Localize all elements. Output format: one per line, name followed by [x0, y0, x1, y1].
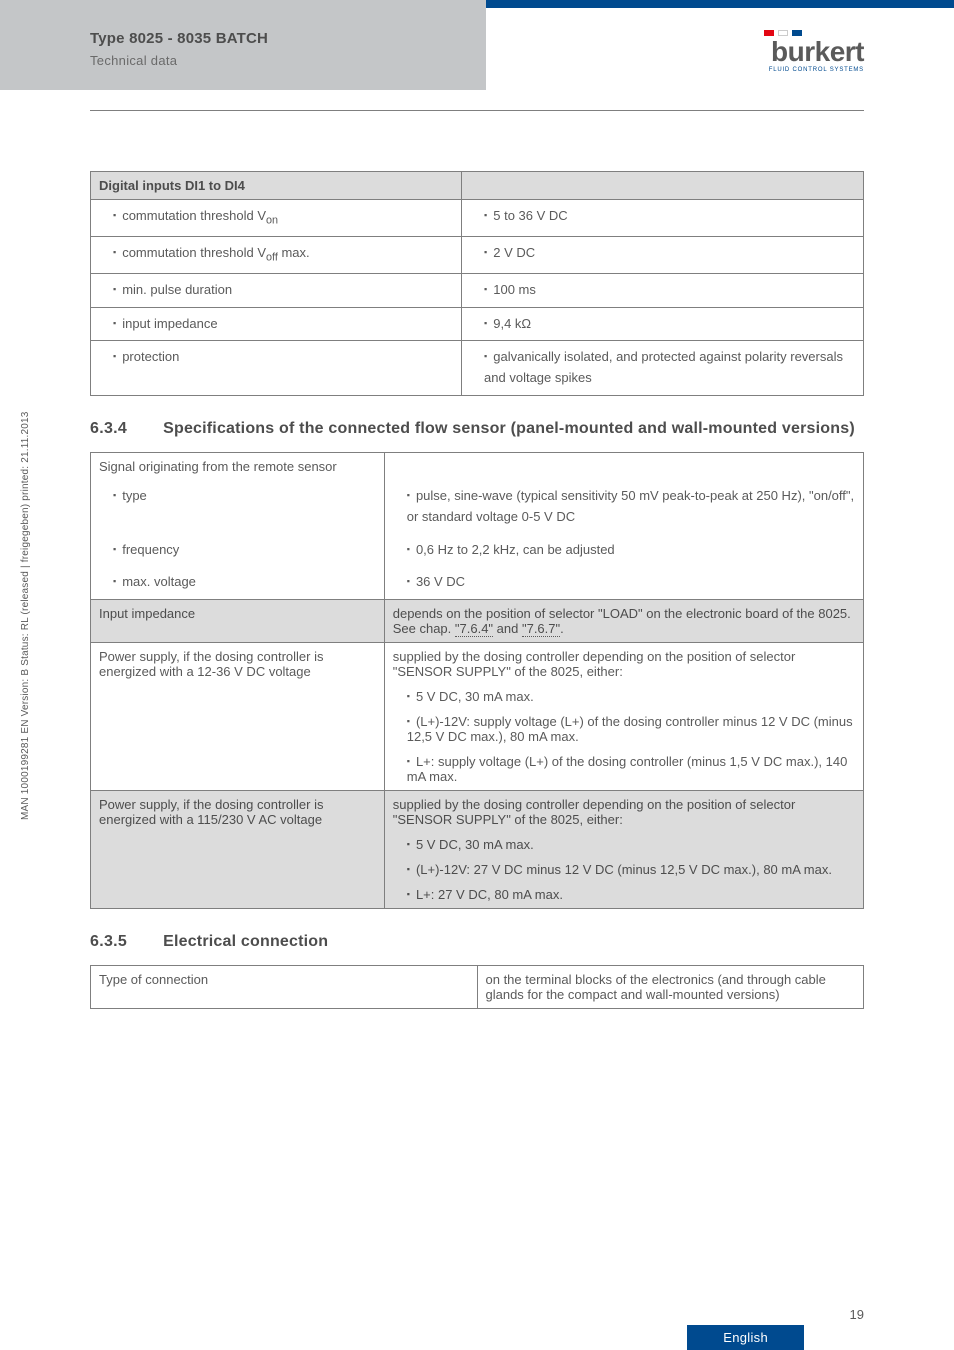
digital-inputs-table: Digital inputs DI1 to DI4 commutation th… — [90, 171, 864, 396]
t2-r1b-left: type — [113, 486, 376, 507]
t2-r4-right: supplied by the dosing controller depend… — [384, 791, 863, 909]
table-row: Power supply, if the dosing controller i… — [91, 643, 864, 791]
t2-r2-left: Input impedance — [91, 600, 385, 643]
header-row: Type 8025 - 8035 BATCH Technical data bu… — [0, 30, 954, 73]
t2-r4-b1: 5 V DC, 30 mA max. — [407, 837, 855, 852]
table-row: protection galvanically isolated, and pr… — [91, 341, 864, 396]
table-row: Signal originating from the remote senso… — [91, 453, 864, 481]
table-row: min. pulse duration 100 ms — [91, 273, 864, 307]
link-767[interactable]: "7.6.7" — [522, 621, 560, 637]
table1-header-blank — [462, 172, 864, 200]
table-row: Power supply, if the dosing controller i… — [91, 791, 864, 909]
t2-r3-b2: (L+)-12V: supply voltage (L+) of the dos… — [407, 714, 855, 744]
logo-sub: FLUID CONTROL SYSTEMS — [764, 67, 864, 73]
t2-r3-b3: L+: supply voltage (L+) of the dosing co… — [407, 754, 855, 784]
t2-r1-left: Signal originating from the remote senso… — [91, 453, 385, 481]
table-row: input impedance 9,4 kΩ — [91, 307, 864, 341]
page-number: 19 — [850, 1307, 864, 1322]
sidebar-meta-text: MAN 1000199281 EN Version: B Status: RL … — [20, 411, 31, 820]
t2-r3-right: supplied by the dosing controller depend… — [384, 643, 863, 791]
section-title: Electrical connection — [163, 933, 328, 951]
type-title: Type 8025 - 8035 BATCH — [90, 30, 268, 47]
t3-right: on the terminal blocks of the electronic… — [477, 966, 864, 1009]
table-row: commutation threshold Von 5 to 36 V DC — [91, 200, 864, 237]
t2-r1d-left: max. voltage — [113, 572, 376, 593]
table-row: Input impedance depends on the position … — [91, 600, 864, 643]
table-row: commutation threshold Voff max. 2 V DC — [91, 236, 864, 273]
section-num: 6.3.4 — [90, 420, 127, 438]
header-subtitle: Technical data — [90, 53, 268, 68]
t1-r1-left: commutation threshold Voff max. — [113, 243, 453, 267]
link-764[interactable]: "7.6.4" — [455, 621, 493, 637]
table-row: Type of connection on the terminal block… — [91, 966, 864, 1009]
t2-r1c-left: frequency — [113, 540, 376, 561]
t1-r1-right: 2 V DC — [484, 243, 855, 264]
t2-r4-b2: (L+)-12V: 27 V DC minus 12 V DC (minus 1… — [407, 862, 855, 877]
section-num: 6.3.5 — [90, 933, 127, 951]
connection-table: Type of connection on the terminal block… — [90, 965, 864, 1009]
header-left: Type 8025 - 8035 BATCH Technical data — [90, 30, 268, 68]
flow-sensor-table: Signal originating from the remote senso… — [90, 452, 864, 909]
main-content: Digital inputs DI1 to DI4 commutation th… — [0, 111, 954, 1049]
table-row: type pulse, sine-wave (typical sensitivi… — [91, 480, 864, 534]
t1-r2-right: 100 ms — [484, 280, 855, 301]
t2-r1d-right: 36 V DC — [407, 572, 855, 593]
table-row: max. voltage 36 V DC — [91, 566, 864, 599]
t2-r4-left: Power supply, if the dosing controller i… — [91, 791, 385, 909]
t3-left: Type of connection — [91, 966, 478, 1009]
t1-r2-left: min. pulse duration — [113, 280, 453, 301]
section-634-heading: 6.3.4 Specifications of the connected fl… — [90, 420, 864, 438]
table1-header: Digital inputs DI1 to DI4 — [91, 172, 462, 200]
t2-r1c-right: 0,6 Hz to 2,2 kHz, can be adjusted — [407, 540, 855, 561]
t2-r2-right: depends on the position of selector "LOA… — [384, 600, 863, 643]
section-title: Specifications of the connected flow sen… — [163, 420, 855, 438]
t2-r1-right-blank — [384, 453, 863, 481]
language-tab: English — [687, 1325, 804, 1350]
t2-r4-b3: L+: 27 V DC, 80 mA max. — [407, 887, 855, 902]
t1-r4-right: galvanically isolated, and protected aga… — [484, 347, 855, 389]
t1-r3-right: 9,4 kΩ — [484, 314, 855, 335]
t1-r0-left: commutation threshold Von — [113, 206, 453, 230]
logo-text: burkert — [764, 38, 864, 66]
t2-r1b-right: pulse, sine-wave (typical sensitivity 50… — [407, 486, 855, 528]
section-635-heading: 6.3.5 Electrical connection — [90, 933, 864, 951]
t2-r3-left: Power supply, if the dosing controller i… — [91, 643, 385, 791]
t2-r3-b1: 5 V DC, 30 mA max. — [407, 689, 855, 704]
t1-r4-left: protection — [113, 347, 453, 368]
table-row: frequency 0,6 Hz to 2,2 kHz, can be adju… — [91, 534, 864, 567]
logo: burkert FLUID CONTROL SYSTEMS — [764, 30, 864, 73]
t1-r3-left: input impedance — [113, 314, 453, 335]
t1-r0-right: 5 to 36 V DC — [484, 206, 855, 227]
